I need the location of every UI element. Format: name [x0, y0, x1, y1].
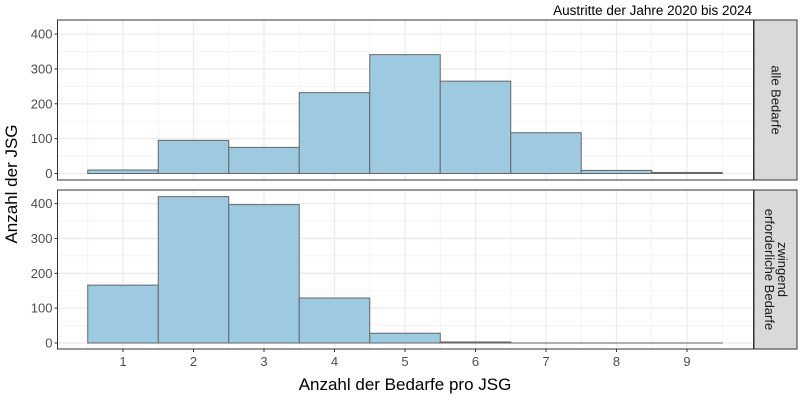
y-tick-label: 0: [45, 336, 52, 351]
chart-title: Austritte der Jahre 2020 bis 2024: [553, 3, 752, 18]
histogram-bar: [228, 146, 300, 175]
y-tick-label: 400: [31, 196, 53, 211]
x-tick-label: 6: [472, 354, 479, 369]
x-tick-label: 3: [260, 354, 267, 369]
histogram-bar: [439, 80, 512, 174]
x-tick-label: 7: [542, 354, 549, 369]
y-tick-label: 400: [31, 27, 53, 42]
x-tick-label: 2: [190, 354, 197, 369]
facet-strip-1: alle Bedarfe: [753, 19, 798, 181]
strip-label: erforderliche Bedarfe: [762, 209, 777, 330]
x-tick-label: 8: [613, 354, 620, 369]
y-tick-label: 200: [31, 96, 53, 111]
histogram-bar: [369, 54, 441, 174]
histogram-bar: [510, 132, 582, 174]
histogram-bar: [651, 171, 723, 174]
strip-label: zwingend: [775, 242, 790, 297]
histogram-bar: [157, 196, 230, 344]
y-tick-label: 0: [45, 166, 52, 181]
y-axis-title: Anzahl der JSG: [2, 124, 21, 243]
y-tick-label: 100: [31, 301, 53, 316]
x-tick-label: 9: [683, 354, 690, 369]
y-tick-label: 200: [31, 266, 53, 281]
facet-panel-1: 0 100 200 300 400: [31, 19, 754, 181]
x-axis-title: Anzahl der Bedarfe pro JSG: [299, 375, 512, 394]
x-tick-label: 5: [401, 354, 408, 369]
facet-panel-2: 0 100 200 300 400: [31, 189, 754, 351]
histogram-bar: [580, 169, 653, 174]
histogram-bar: [228, 204, 300, 344]
y-tick-label: 300: [31, 61, 53, 76]
histogram-bar: [298, 92, 371, 174]
y-tick-label: 100: [31, 131, 53, 146]
y-tick-label: 300: [31, 231, 53, 246]
histogram-bar: [439, 341, 512, 344]
histogram-bar: [157, 139, 230, 174]
strip-label: alle Bedarfe: [769, 65, 784, 134]
x-axis: 1 2 3 4 5 6 7 8 9: [119, 349, 691, 369]
histogram-bar: [369, 332, 441, 344]
histogram-bar: [87, 169, 159, 174]
histogram-bar: [298, 297, 371, 344]
x-tick-label: 4: [331, 354, 338, 369]
x-tick-label: 1: [119, 354, 126, 369]
histogram-bar: [87, 284, 159, 344]
